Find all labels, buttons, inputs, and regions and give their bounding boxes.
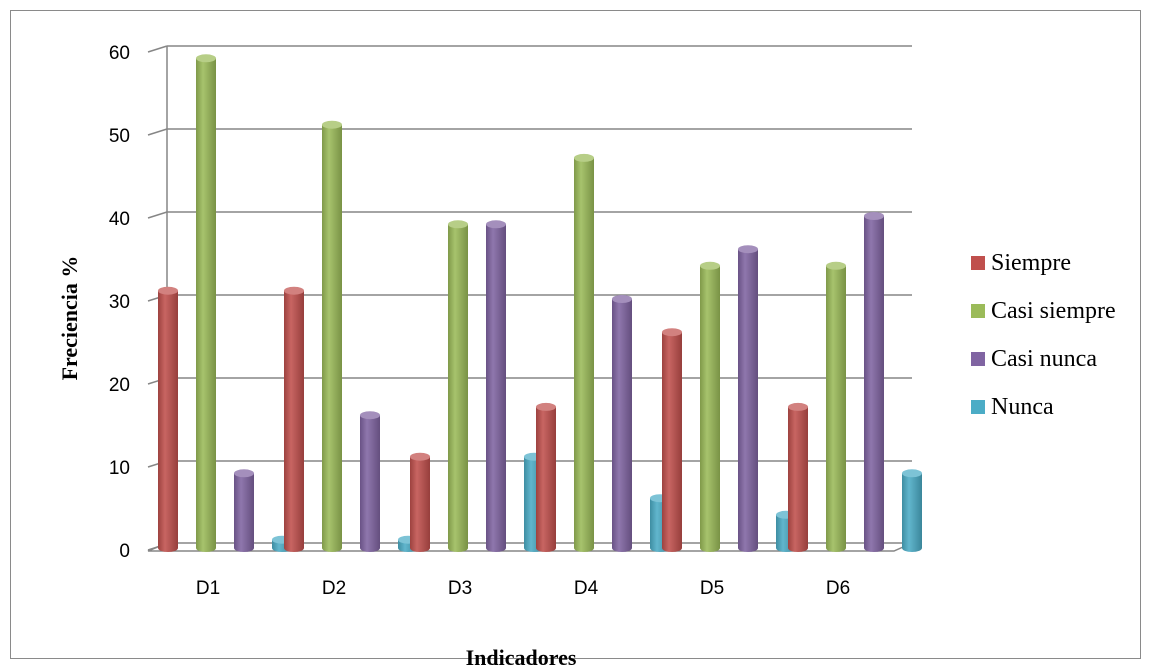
x-tick-label: D6 <box>826 578 850 599</box>
x-tick-label: D2 <box>322 578 346 599</box>
legend-swatch <box>971 256 985 270</box>
bar <box>826 261 846 552</box>
legend-label: Casi siempre <box>991 298 1116 324</box>
bar <box>486 220 506 553</box>
y-tick-labels: 0 10 20 30 40 50 60 <box>109 43 130 562</box>
legend-label: Casi nunca <box>991 346 1097 372</box>
gridline-depth <box>147 45 168 53</box>
gridline-depth <box>147 211 168 219</box>
bar <box>284 286 304 552</box>
legend-label: Nunca <box>991 394 1054 420</box>
bar <box>536 402 556 552</box>
bar <box>700 261 720 552</box>
gridline-depth <box>147 128 168 136</box>
bar <box>864 212 884 552</box>
bar <box>158 286 178 552</box>
x-tick-label: D5 <box>700 578 724 599</box>
x-tick-label: D4 <box>574 578 599 599</box>
y-tick-label: 60 <box>109 43 130 64</box>
bar <box>448 220 468 553</box>
bar <box>360 411 380 552</box>
legend-swatch <box>971 352 985 366</box>
legend-swatch <box>971 304 985 318</box>
bar <box>612 295 632 552</box>
y-axis-title: Freciencia % <box>57 256 82 381</box>
x-tick-label: D1 <box>196 578 220 599</box>
legend-item: Casi siempre <box>971 298 1116 324</box>
bar <box>788 402 808 552</box>
bar <box>410 452 430 552</box>
bar <box>574 153 594 552</box>
y-tick-label: 20 <box>109 375 130 396</box>
bars <box>158 54 922 553</box>
legend-item: Casi nunca <box>971 346 1097 372</box>
legend-item: Nunca <box>971 394 1054 420</box>
y-tick-label: 0 <box>119 541 130 562</box>
x-tick-labels: D1 D2 D3 D4 D5 D6 <box>196 578 850 599</box>
y-tick-label: 40 <box>109 209 130 230</box>
bar <box>196 54 216 553</box>
y-tick-label: 10 <box>109 458 130 479</box>
legend-item: Siempre <box>971 250 1071 276</box>
bar <box>234 469 254 552</box>
bar <box>322 120 342 552</box>
y-tick-label: 30 <box>109 292 130 313</box>
legend: Siempre Casi siempre Casi nunca Nunca <box>971 250 1116 420</box>
bar <box>902 469 922 552</box>
bar <box>738 245 758 552</box>
legend-swatch <box>971 400 985 414</box>
y-tick-label: 50 <box>109 126 130 147</box>
x-axis-title: Indicadores <box>466 645 577 670</box>
bar <box>662 328 682 552</box>
legend-label: Siempre <box>991 250 1071 276</box>
x-tick-label: D3 <box>448 578 472 599</box>
